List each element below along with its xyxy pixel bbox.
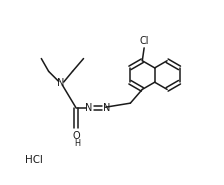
- Text: HCl: HCl: [25, 155, 43, 165]
- Text: N: N: [85, 103, 92, 113]
- Text: O: O: [72, 131, 80, 141]
- Text: H: H: [74, 139, 80, 148]
- Text: N: N: [103, 103, 111, 113]
- Text: Cl: Cl: [139, 36, 149, 46]
- Text: N: N: [57, 78, 65, 88]
